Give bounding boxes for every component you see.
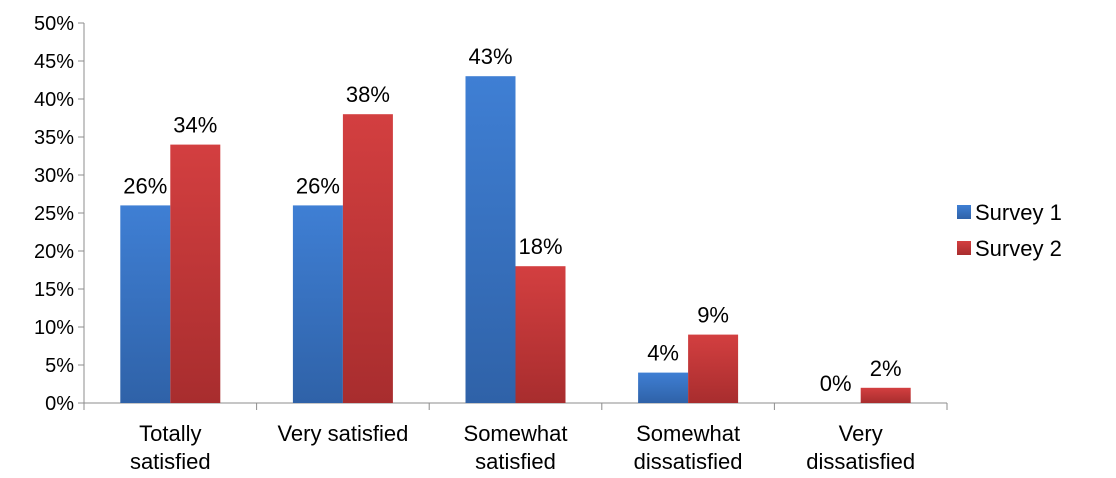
- legend-swatch: [957, 241, 971, 255]
- y-tick-label: 10%: [34, 317, 74, 339]
- x-category-label: Totally satisfied: [130, 421, 211, 474]
- x-category-label-line: satisfied: [475, 449, 556, 474]
- x-category-label: Very dissatisfied: [806, 421, 915, 474]
- data-label: 34%: [173, 113, 217, 138]
- y-tick-label: 45%: [34, 51, 74, 73]
- y-tick-label: 0%: [45, 393, 74, 415]
- bar-survey-2: [860, 387, 911, 403]
- y-axis: 0% 5% 10% 15% 20% 25% 30% 35% 40% 45% 50%: [34, 13, 85, 415]
- value-labels: 26% 34% 26% 38% 43% 18% 4% 9% 0% 2%: [123, 44, 901, 396]
- x-category-label-line: Somewhat: [636, 421, 740, 446]
- data-label: 2%: [870, 356, 902, 381]
- y-tick-label: 25%: [34, 203, 74, 225]
- data-label: 43%: [468, 44, 512, 69]
- y-tick-label: 15%: [34, 279, 74, 301]
- data-label: 0%: [820, 371, 852, 396]
- y-tick-label: 5%: [45, 355, 74, 377]
- bar-survey-1: [638, 372, 689, 403]
- x-category-label-line: Very: [839, 421, 883, 446]
- x-axis: Totally satisfied Very satisfied Somewhat sa…: [83, 402, 948, 474]
- data-label: 9%: [697, 303, 729, 328]
- x-category-label-line: satisfied: [130, 449, 211, 474]
- x-category-label-line: dissatisfied: [806, 449, 915, 474]
- legend-label: Survey 1: [975, 200, 1062, 225]
- bars: [120, 76, 911, 403]
- x-category-label-line: Somewhat: [464, 421, 568, 446]
- x-category-label-line: Very satisfied: [277, 421, 408, 446]
- data-label: 18%: [518, 234, 562, 259]
- legend-label: Survey 2: [975, 236, 1062, 261]
- x-category-label: Somewhat dissatisfied: [634, 421, 743, 474]
- bar-survey-1: [465, 76, 516, 403]
- y-tick-label: 40%: [34, 89, 74, 111]
- x-category-label: Very satisfied: [277, 421, 408, 446]
- bar-survey-1: [292, 205, 343, 403]
- y-tick-label: 50%: [34, 13, 74, 35]
- bar-survey-1: [120, 205, 171, 403]
- x-category-label-line: dissatisfied: [634, 449, 743, 474]
- data-label: 26%: [123, 173, 167, 198]
- bar-survey-2: [170, 144, 221, 403]
- y-tick-label: 35%: [34, 127, 74, 149]
- data-label: 38%: [346, 82, 390, 107]
- bar-survey-2: [515, 266, 566, 403]
- data-label: 4%: [647, 341, 679, 366]
- bar-survey-2: [342, 114, 393, 403]
- legend: Survey 1 Survey 2: [957, 200, 1062, 261]
- x-category-label-line: Totally: [139, 421, 201, 446]
- data-label: 26%: [296, 173, 340, 198]
- bar-survey-2: [688, 334, 739, 403]
- y-tick-label: 30%: [34, 165, 74, 187]
- legend-swatch: [957, 205, 971, 219]
- y-tick-label: 20%: [34, 241, 74, 263]
- x-category-label: Somewhat satisfied: [464, 421, 568, 474]
